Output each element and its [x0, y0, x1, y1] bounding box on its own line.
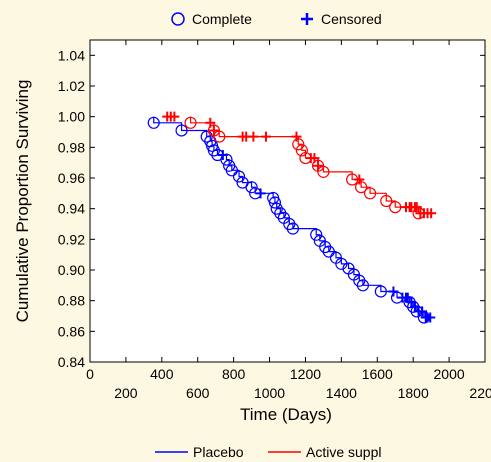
- complete-marker-placebo: [232, 170, 246, 183]
- complete-marker-active: [380, 194, 393, 208]
- y-tick-label: 1.04: [58, 47, 85, 63]
- complete-marker-placebo: [286, 222, 299, 235]
- x-tick-label: 600: [186, 385, 210, 401]
- y-tick-label: 0.94: [58, 201, 85, 217]
- x-tick-label: 2200: [469, 385, 491, 401]
- x-tick-label: 1000: [254, 385, 285, 401]
- legend-censored-marker: [301, 13, 313, 25]
- y-tick-label: 0.86: [58, 323, 85, 339]
- complete-marker-placebo: [310, 228, 323, 241]
- censored-marker-active: [354, 174, 365, 185]
- censored-marker-placebo: [255, 188, 266, 199]
- complete-marker-placebo: [335, 257, 348, 270]
- censored-marker-active: [309, 153, 320, 164]
- legend-placebo-label: Placebo: [193, 444, 244, 460]
- complete-marker-active: [213, 130, 226, 143]
- complete-marker-active: [295, 144, 308, 157]
- censored-marker-placebo: [425, 312, 436, 323]
- complete-marker-placebo: [175, 124, 188, 137]
- x-tick-label: 1600: [362, 366, 393, 382]
- complete-marker-placebo: [356, 279, 370, 292]
- y-tick-label: 0.92: [58, 231, 85, 247]
- x-tick-label: 1200: [290, 366, 321, 382]
- censored-marker-active: [205, 117, 216, 128]
- complete-marker-active: [355, 181, 368, 194]
- censored-marker-active: [169, 111, 180, 122]
- censored-marker-placebo: [217, 150, 228, 160]
- x-axis-title: Time (Days): [240, 405, 332, 424]
- y-tick-label: 0.98: [58, 139, 85, 155]
- x-tick-label: 1800: [398, 385, 429, 401]
- censored-marker-active: [313, 160, 324, 171]
- x-tick-label: 2000: [434, 366, 465, 382]
- series-legend: Placebo Active suppl: [155, 444, 381, 460]
- censored-marker-active: [208, 125, 219, 136]
- y-axis-title: Cumulative Proportion Surviving: [13, 80, 32, 323]
- censored-marker-placebo: [417, 306, 428, 317]
- complete-marker-active: [363, 187, 377, 200]
- marker-legend: Complete Censored: [171, 11, 382, 27]
- y-tick-label: 0.88: [58, 293, 85, 309]
- legend-censored-label: Censored: [321, 11, 382, 27]
- complete-marker-active: [292, 138, 305, 151]
- y-tick-label: 0.96: [58, 170, 85, 186]
- legend-active-label: Active suppl: [306, 444, 381, 460]
- complete-marker-placebo: [268, 196, 282, 209]
- complete-marker-active: [184, 116, 197, 129]
- complete-marker-placebo: [245, 181, 258, 194]
- censored-marker-active: [426, 208, 437, 219]
- x-tick-label: 400: [150, 366, 174, 382]
- legend-complete-marker: [171, 12, 185, 26]
- y-axis: 0.84 0.86 0.88 0.90 0.92 0.94 0.96 0.98 1.00 1.02…: [58, 47, 485, 370]
- censored-marker-active: [248, 131, 259, 142]
- censored-marker-placebo: [388, 286, 399, 297]
- y-tick-label: 1.02: [58, 78, 85, 94]
- censored-marker-active: [291, 131, 302, 142]
- complete-marker-placebo: [147, 116, 160, 129]
- complete-marker-placebo: [322, 245, 335, 258]
- y-tick-label: 0.84: [58, 354, 85, 370]
- censored-marker-active: [411, 202, 422, 213]
- complete-marker-active: [317, 165, 330, 178]
- censored-marker-active: [260, 131, 271, 142]
- x-tick-label: 1400: [326, 385, 357, 401]
- complete-marker-placebo: [225, 164, 238, 177]
- complete-marker-placebo: [374, 285, 387, 298]
- series-layer: [147, 111, 437, 324]
- x-tick-label: 0: [86, 366, 94, 382]
- y-tick-label: 0.90: [58, 262, 85, 278]
- x-tick-label: 800: [222, 366, 246, 382]
- x-tick-label: 200: [114, 385, 138, 401]
- x-axis: 0 200 400 600 800 1000 1200 1400 1600 1800 2000220…: [86, 40, 491, 401]
- y-tick-label: 1.00: [58, 109, 85, 125]
- legend-complete-label: Complete: [192, 11, 252, 27]
- complete-marker-active: [389, 201, 402, 214]
